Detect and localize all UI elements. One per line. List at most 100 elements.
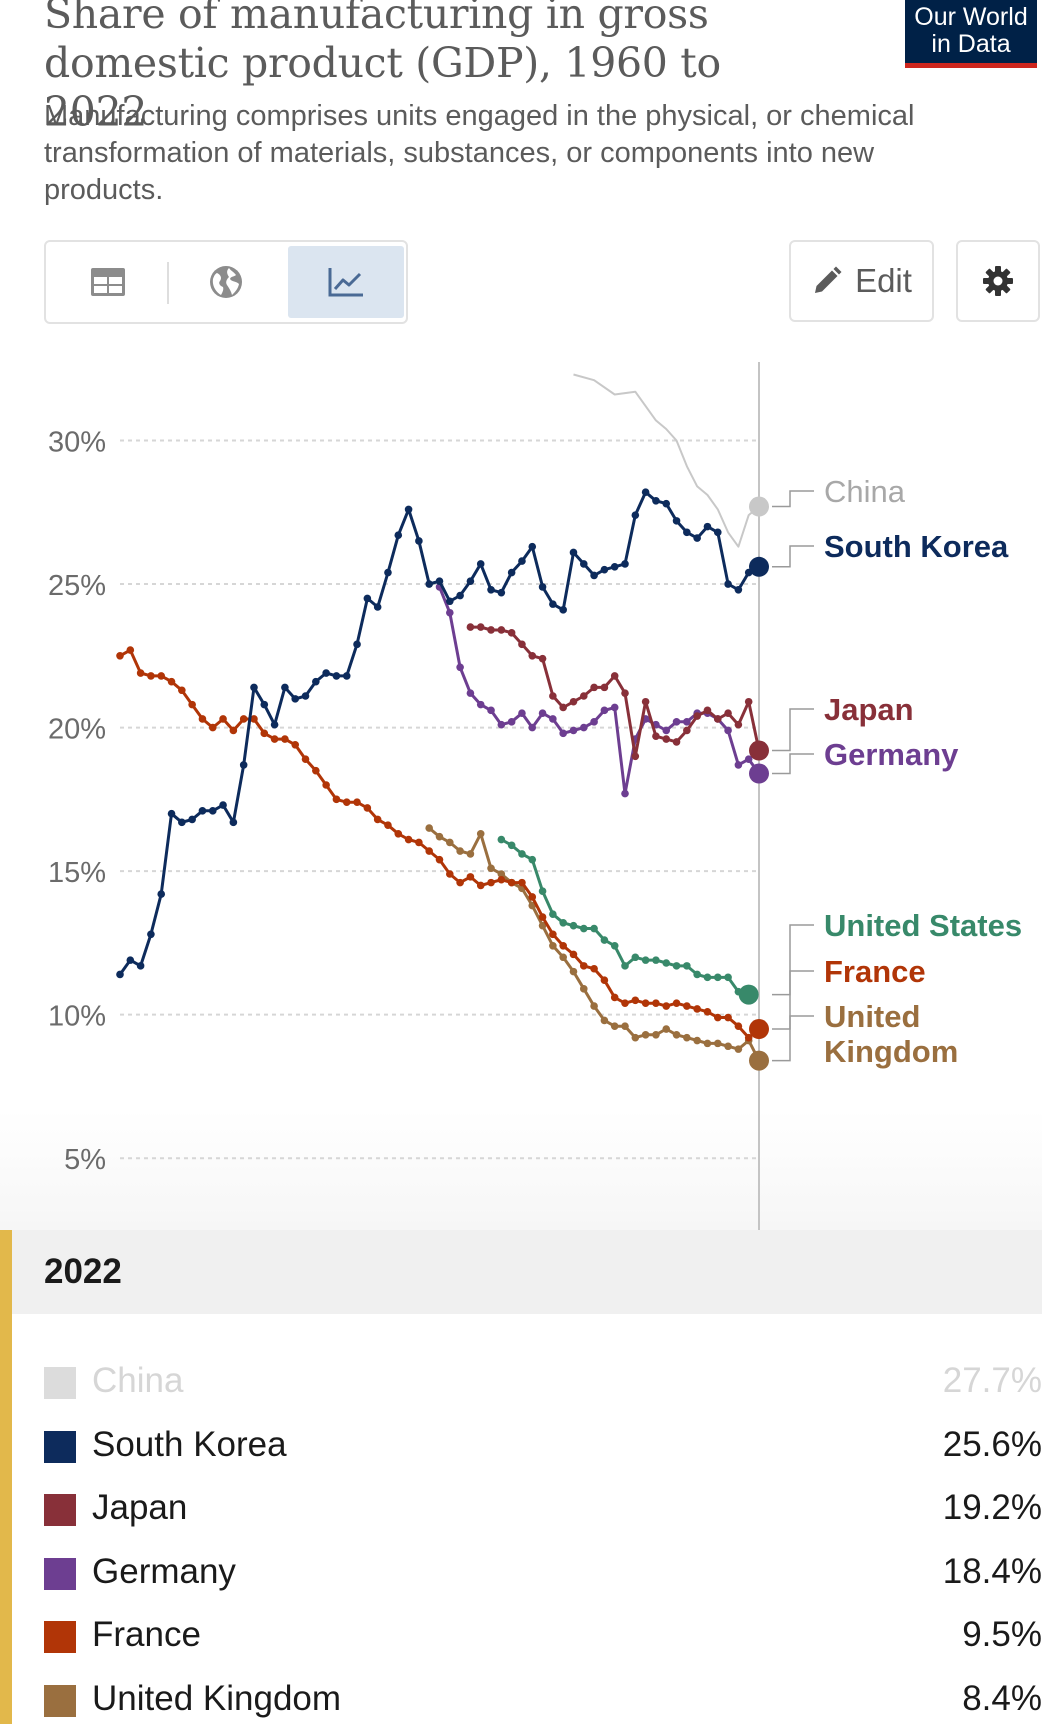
data-point — [590, 683, 598, 692]
data-point — [569, 697, 578, 706]
data-point — [641, 999, 650, 1007]
data-point — [538, 654, 547, 663]
tab-chart[interactable] — [288, 246, 404, 318]
data-point — [384, 821, 392, 829]
end-point-united-states[interactable] — [738, 984, 759, 1005]
data-point — [250, 683, 258, 692]
data-point — [600, 683, 609, 692]
data-point — [744, 697, 753, 706]
series-japan[interactable] — [466, 623, 769, 761]
series-france[interactable] — [116, 646, 769, 1042]
data-point — [662, 1002, 671, 1010]
tooltip-series-value: 19.2% — [942, 1488, 1042, 1527]
end-point-japan[interactable] — [749, 740, 769, 761]
data-point — [270, 735, 279, 743]
data-point — [116, 652, 124, 660]
end-label-south-korea[interactable]: South Korea — [824, 529, 1009, 564]
data-point — [662, 726, 671, 735]
data-point — [332, 795, 341, 804]
end-point-united-kingdom[interactable] — [749, 1050, 769, 1071]
data-point — [528, 542, 537, 551]
end-point-south-korea[interactable] — [749, 556, 769, 577]
data-point — [600, 936, 609, 944]
settings-button[interactable] — [956, 240, 1040, 322]
data-point — [672, 517, 681, 525]
tab-map[interactable] — [168, 246, 284, 318]
data-point — [662, 735, 671, 743]
series-china[interactable] — [573, 373, 770, 548]
data-point — [518, 557, 526, 565]
data-point — [652, 956, 660, 964]
data-point — [600, 1016, 609, 1025]
data-point — [559, 703, 567, 712]
tooltip-row[interactable]: France 9.5% — [12, 1607, 1042, 1670]
data-point — [600, 976, 609, 985]
globe-icon — [210, 266, 242, 298]
label-connector — [772, 924, 814, 996]
tab-separator — [167, 262, 169, 304]
data-point — [301, 692, 310, 700]
data-point — [476, 830, 485, 838]
tooltip-row[interactable]: Japan 19.2% — [12, 1480, 1042, 1543]
data-point — [713, 715, 722, 723]
tooltip-row[interactable]: Germany 18.4% — [12, 1544, 1042, 1607]
data-point — [456, 878, 464, 887]
data-point — [549, 930, 557, 939]
edit-button[interactable]: Edit — [789, 240, 934, 322]
series-line-china — [573, 373, 760, 548]
end-point-china[interactable] — [749, 496, 769, 517]
tooltip-series-value: 8.4% — [962, 1678, 1042, 1718]
series-united-kingdom[interactable] — [425, 824, 769, 1071]
tooltip-row[interactable]: South Korea 25.6% — [12, 1417, 1042, 1480]
data-point — [116, 970, 124, 979]
data-point — [538, 913, 547, 921]
data-point — [549, 941, 557, 950]
line-chart[interactable]: 5% 10% 15% 20% 25% 30% China South Korea Japan G… — [0, 340, 1042, 1230]
data-point — [456, 663, 464, 672]
data-point — [435, 832, 444, 841]
data-point — [507, 718, 516, 726]
y-tick-label: 10% — [48, 1001, 106, 1033]
data-point — [641, 488, 650, 496]
data-point — [672, 718, 681, 726]
data-point — [126, 646, 135, 654]
data-point — [662, 959, 671, 967]
data-point — [497, 875, 506, 884]
data-point — [549, 715, 557, 723]
y-tick-label: 20% — [48, 714, 106, 746]
tooltip-row[interactable]: United Kingdom 8.4% — [12, 1671, 1042, 1724]
data-point — [394, 531, 403, 540]
tooltip-row[interactable]: China 27.7% — [12, 1353, 1042, 1416]
end-point-france[interactable] — [749, 1019, 769, 1040]
edit-label: Edit — [855, 262, 912, 299]
series-south-korea[interactable] — [116, 488, 769, 979]
data-point — [157, 672, 166, 680]
series-united-states[interactable] — [497, 835, 759, 1005]
end-point-germany[interactable] — [749, 763, 769, 784]
data-point — [538, 887, 547, 896]
data-point — [425, 580, 433, 588]
y-tick-label: 5% — [64, 1144, 106, 1176]
data-point — [600, 565, 609, 574]
data-point — [610, 1022, 619, 1030]
end-label-united-kingdom[interactable]: United Kingdom — [824, 999, 958, 1069]
series-line-south-korea — [118, 490, 760, 976]
data-point — [250, 715, 258, 723]
tooltip-panel: 2022 China 27.7% South Korea 25.6% Japan 19.2… — [0, 1230, 1042, 1724]
end-label-germany[interactable]: Germany — [824, 737, 959, 772]
data-point — [291, 741, 300, 749]
data-point — [219, 715, 227, 723]
end-label-japan[interactable]: Japan — [824, 692, 914, 727]
owid-logo[interactable]: Our World in Data — [905, 0, 1037, 68]
data-point — [507, 841, 516, 850]
end-label-france[interactable]: France — [824, 954, 926, 989]
data-point — [703, 706, 712, 715]
end-label-china[interactable]: China — [824, 474, 906, 509]
data-point — [610, 563, 619, 571]
data-point — [600, 706, 609, 715]
end-label-united-states[interactable]: United States — [824, 908, 1022, 943]
data-point — [301, 755, 310, 763]
tab-table[interactable] — [50, 246, 166, 318]
data-point — [476, 700, 485, 709]
legend-swatch — [44, 1621, 76, 1653]
